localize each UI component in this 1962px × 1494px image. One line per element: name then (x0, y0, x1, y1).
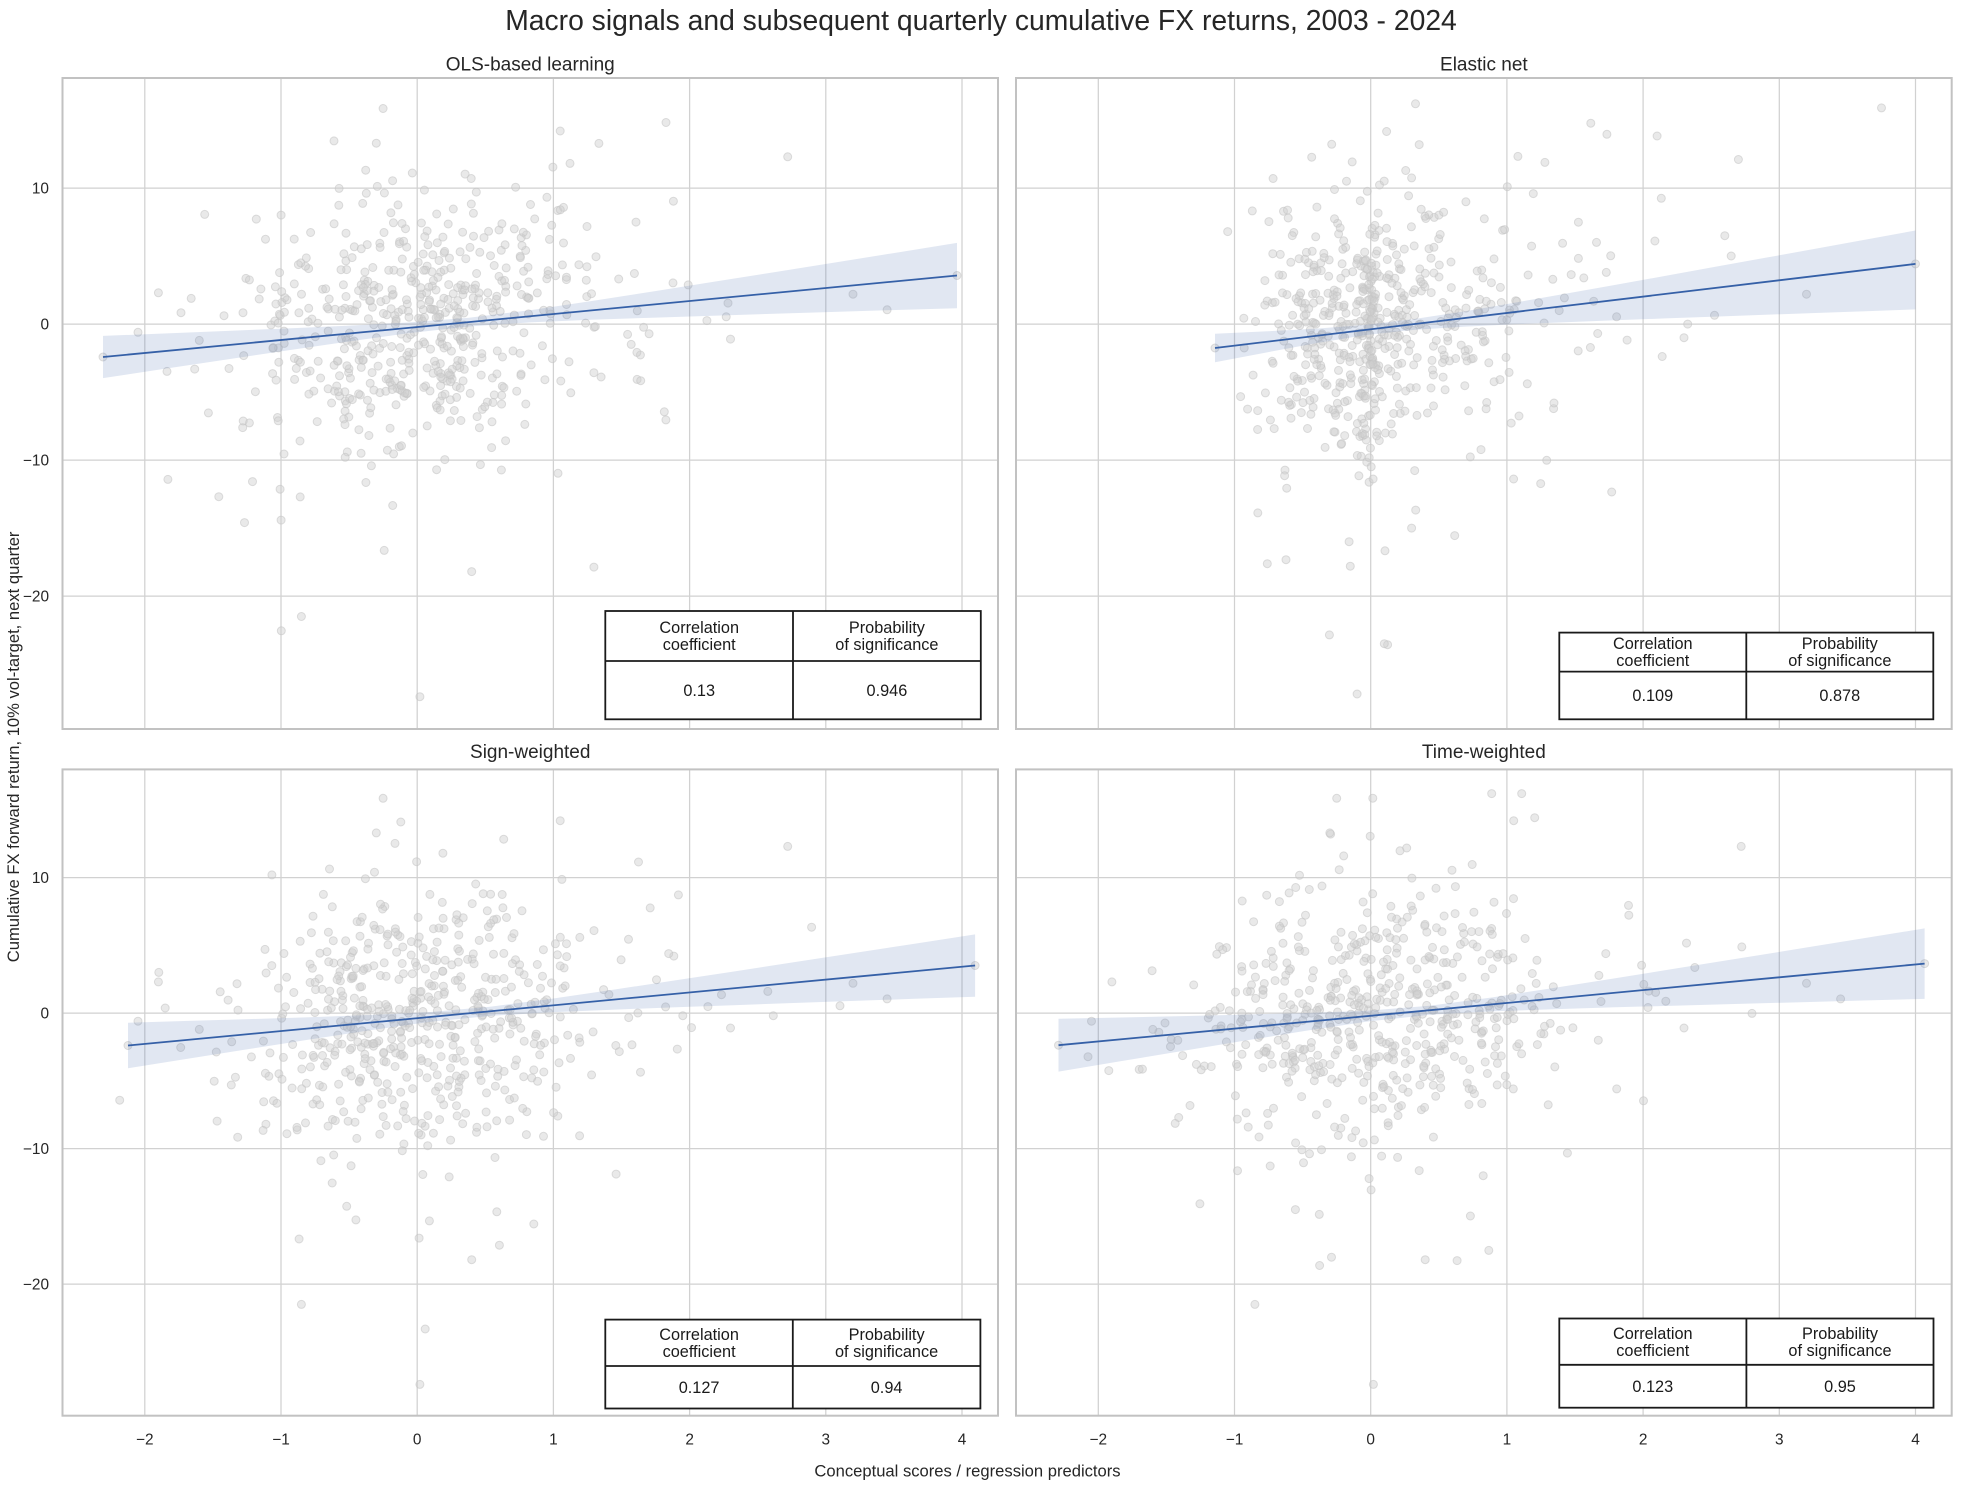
svg-text:2: 2 (1639, 1431, 1648, 1448)
svg-text:Sign-weighted: Sign-weighted (470, 742, 590, 763)
svg-text:Elastic net: Elastic net (1440, 55, 1528, 76)
svg-text:Correlation: Correlation (659, 1326, 739, 1344)
svg-text:1: 1 (1503, 1431, 1512, 1448)
svg-text:4: 4 (1911, 1431, 1920, 1448)
svg-text:Correlation: Correlation (659, 619, 739, 637)
svg-text:−10: −10 (23, 1141, 49, 1158)
svg-text:10: 10 (32, 870, 49, 887)
svg-text:of significance: of significance (1788, 1342, 1891, 1360)
svg-text:0.946: 0.946 (867, 682, 908, 700)
svg-text:4: 4 (958, 1431, 967, 1448)
svg-text:0.94: 0.94 (871, 1379, 903, 1397)
svg-text:−20: −20 (23, 588, 49, 605)
svg-text:0.13: 0.13 (683, 682, 715, 700)
svg-text:−1: −1 (1226, 1431, 1244, 1448)
svg-text:1: 1 (549, 1431, 558, 1448)
svg-text:2: 2 (685, 1431, 694, 1448)
svg-text:coefficient: coefficient (1616, 1342, 1689, 1360)
svg-text:Probability: Probability (1802, 635, 1879, 653)
svg-text:−1: −1 (272, 1431, 290, 1448)
svg-text:Correlation: Correlation (1613, 1325, 1693, 1343)
svg-text:0: 0 (1366, 1431, 1375, 1448)
svg-text:−2: −2 (136, 1431, 154, 1448)
svg-text:of significance: of significance (835, 636, 938, 654)
svg-text:0.127: 0.127 (679, 1379, 720, 1397)
svg-text:0.123: 0.123 (1632, 1378, 1673, 1396)
svg-text:Macro signals and subsequent q: Macro signals and subsequent quarterly c… (505, 4, 1457, 36)
svg-text:Cumulative FX forward return,: Cumulative FX forward return, 10% vol-ta… (4, 531, 23, 962)
svg-text:0.109: 0.109 (1632, 687, 1673, 705)
svg-text:3: 3 (1775, 1431, 1784, 1448)
svg-text:coefficient: coefficient (663, 1343, 736, 1361)
svg-text:Probability: Probability (849, 619, 926, 637)
svg-text:coefficient: coefficient (663, 636, 736, 654)
svg-text:of significance: of significance (835, 1343, 938, 1361)
svg-text:0.95: 0.95 (1824, 1378, 1856, 1396)
svg-text:Probability: Probability (849, 1326, 926, 1344)
svg-text:3: 3 (822, 1431, 831, 1448)
svg-text:0: 0 (40, 316, 49, 333)
svg-text:Conceptual scores / regression: Conceptual scores / regression predictor… (814, 1462, 1120, 1481)
svg-text:OLS-based learning: OLS-based learning (446, 55, 615, 76)
svg-text:−2: −2 (1090, 1431, 1108, 1448)
svg-text:of significance: of significance (1788, 652, 1891, 670)
svg-text:−10: −10 (23, 452, 49, 469)
svg-text:Probability: Probability (1802, 1325, 1879, 1343)
svg-text:0: 0 (40, 1005, 49, 1022)
svg-text:−20: −20 (23, 1276, 49, 1293)
svg-text:coefficient: coefficient (1616, 652, 1689, 670)
svg-text:Time-weighted: Time-weighted (1422, 742, 1546, 763)
svg-text:0.878: 0.878 (1819, 687, 1860, 705)
svg-text:10: 10 (32, 180, 49, 197)
svg-text:0: 0 (413, 1431, 422, 1448)
svg-text:Correlation: Correlation (1613, 635, 1693, 653)
